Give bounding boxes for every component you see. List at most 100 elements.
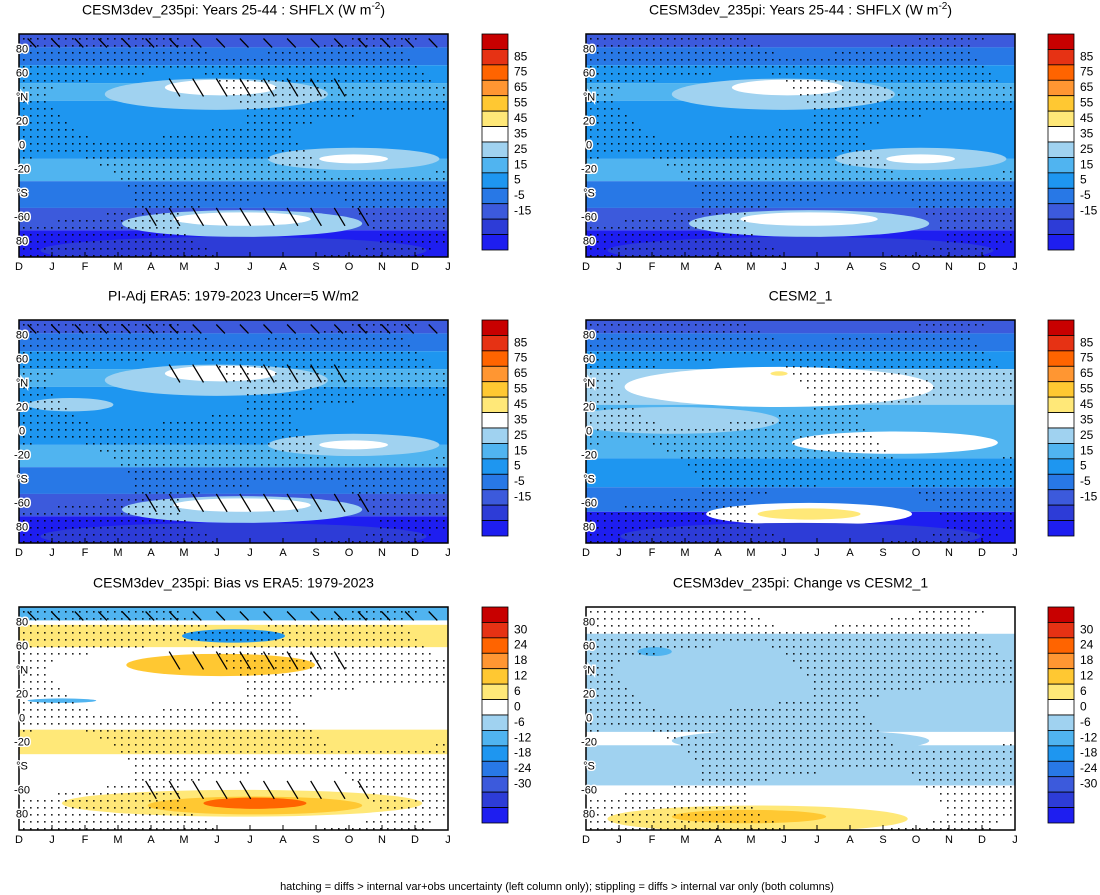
colorbar-box — [481, 319, 509, 336]
band-north-pole — [586, 34, 1015, 48]
colorbar-label: 24 — [514, 638, 528, 652]
x-tick-label: F — [649, 547, 656, 559]
x-tick-label: J — [445, 547, 451, 559]
colorbar-label: 5 — [514, 459, 521, 473]
y-tick-label: °S — [583, 473, 595, 485]
colorbar-label: 12 — [514, 669, 528, 683]
x-tick-label: J — [1012, 547, 1018, 559]
colorbar-box — [481, 807, 509, 824]
y-tick-label: 80 — [16, 235, 28, 247]
x-tick-label: F — [649, 261, 656, 273]
y-tick-label: -20 — [581, 163, 597, 175]
x-tick-label: M — [113, 834, 122, 846]
panel-title: CESM2_1 — [769, 288, 833, 304]
colorbar-label: 75 — [1080, 65, 1094, 79]
colorbar-label: -30 — [1080, 777, 1098, 791]
x-tick-label: F — [82, 547, 89, 559]
colorbar-box — [481, 652, 509, 670]
x-tick-label: N — [378, 261, 386, 273]
colorbar-box — [1047, 458, 1075, 475]
x-tick-label: J — [616, 261, 622, 273]
panel-4: CESM2_1 D J F M A M J J A S O N D J 80 60 °N 20 0 -20 °S -60 80… — [580, 288, 1098, 559]
x-tick-label: J — [781, 547, 787, 559]
colorbar-box — [481, 427, 509, 444]
colorbar-box — [481, 141, 509, 158]
y-tick-label: 0 — [586, 425, 592, 437]
colorbar-label: -5 — [514, 188, 525, 202]
x-tick-label: J — [49, 261, 55, 273]
colorbar-label: -15 — [1080, 204, 1098, 218]
x-tick-label: M — [113, 261, 122, 273]
x-tick-label: M — [113, 547, 122, 559]
x-tick-label: D — [411, 261, 419, 273]
colorbar-box — [1047, 606, 1075, 623]
x-tick-label: A — [279, 547, 287, 559]
region-north-summer — [624, 366, 934, 407]
colorbar-box — [481, 335, 509, 352]
x-tick-label: D — [411, 547, 419, 559]
region-antarctic-peak — [173, 212, 311, 226]
region-antarctic-peak — [757, 508, 861, 520]
colorbar-box — [481, 606, 509, 623]
colorbar-box — [1047, 218, 1075, 235]
stippling — [23, 38, 445, 257]
y-tick-label: -20 — [581, 736, 597, 748]
x-tick-label: A — [714, 261, 722, 273]
stippling — [23, 611, 445, 830]
colorbar-box — [481, 234, 509, 251]
colorbar-box — [1047, 319, 1075, 336]
colorbar-box — [1047, 443, 1075, 460]
y-tick-label: 80 — [583, 330, 595, 342]
colorbar-box — [481, 365, 509, 383]
colorbar-box — [1047, 745, 1075, 762]
x-tick-label: J — [1012, 834, 1018, 846]
y-tick-label: 80 — [583, 617, 595, 629]
colorbar-box — [481, 187, 509, 205]
y-tick-label: -20 — [14, 736, 30, 748]
hatching — [27, 324, 438, 513]
y-tick-label: 0 — [586, 139, 592, 151]
title-end: ) — [947, 2, 952, 18]
y-tick-label: 20 — [16, 115, 28, 127]
y-tick-label: 60 — [583, 353, 595, 365]
region-antarctic-core — [620, 522, 981, 543]
panel-title: CESM3dev_235pi: Bias vs ERA5: 1979-2023 — [93, 575, 374, 591]
region-north-peak — [164, 365, 277, 382]
colorbar-box — [481, 49, 509, 66]
colorbar-label: 18 — [1080, 653, 1094, 667]
colorbar-box — [1047, 234, 1075, 251]
colorbar-label: -12 — [1080, 730, 1098, 744]
colorbar-box — [1047, 427, 1075, 444]
colorbar-box — [481, 381, 509, 398]
colorbar-box — [481, 714, 509, 731]
panel-title: CESM3dev_235pi: Change vs CESM2_1 — [673, 575, 928, 591]
footnote: hatching = diffs > internal var+obs unce… — [280, 881, 834, 893]
y-tick-label: 80 — [583, 808, 595, 820]
x-tick-label: S — [312, 834, 319, 846]
panel-6: CESM3dev_235pi: Change vs CESM2_1 D J F M A M J… — [580, 575, 1098, 846]
x-tick-label: J — [49, 834, 55, 846]
title-superscript: -2 — [938, 1, 947, 12]
colorbar-box — [481, 473, 509, 491]
y-tick-label: 80 — [583, 44, 595, 56]
x-tick-label: M — [179, 261, 188, 273]
region-south-winter — [791, 431, 998, 454]
colorbar-label: 0 — [514, 699, 521, 713]
y-tick-label: 0 — [19, 139, 25, 151]
x-tick-label: O — [912, 547, 921, 559]
x-tick-label: N — [945, 547, 953, 559]
colorbar-box — [481, 64, 509, 81]
x-tick-label: A — [714, 547, 722, 559]
colorbar-box — [481, 157, 509, 174]
colorbar-box — [481, 350, 509, 367]
y-tick-label: 60 — [16, 353, 28, 365]
region-south-peak — [886, 154, 955, 164]
colorbar-box — [1047, 95, 1075, 112]
y-tick-label: 20 — [583, 688, 595, 700]
x-tick-label: D — [15, 547, 23, 559]
colorbar-box — [481, 791, 509, 808]
colorbar-box — [481, 110, 509, 127]
